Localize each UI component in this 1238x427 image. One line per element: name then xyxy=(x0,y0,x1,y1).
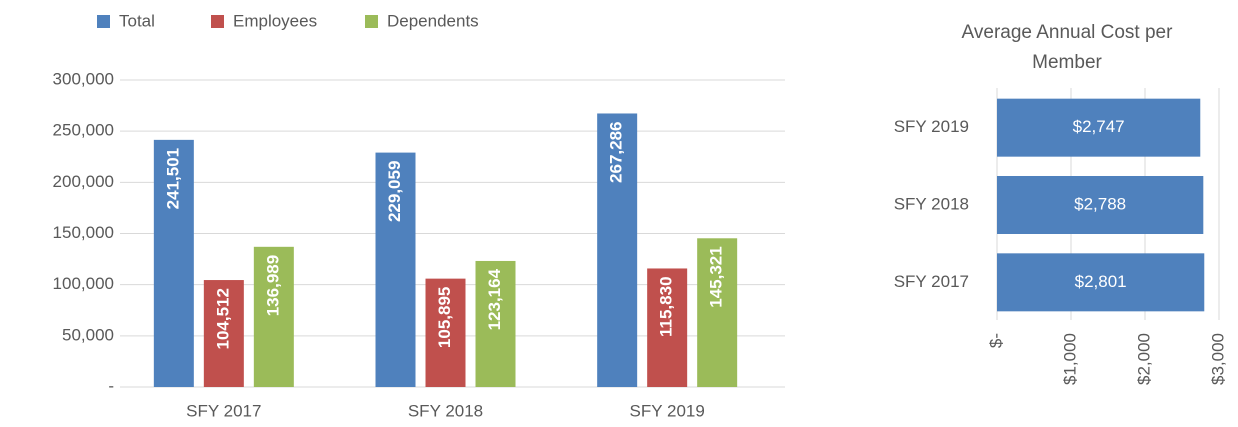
legend-label: Employees xyxy=(233,11,317,30)
bar xyxy=(253,246,294,387)
y-tick-label: SFY 2018 xyxy=(894,194,969,213)
legend-label: Total xyxy=(119,11,155,30)
x-tick-label: SFY 2018 xyxy=(408,401,483,420)
y-tick-label: 50,000 xyxy=(62,325,114,344)
x-tick-label: $1,000 xyxy=(1060,333,1079,385)
y-tick-label: SFY 2019 xyxy=(894,117,969,136)
bar xyxy=(203,280,244,387)
chart-title: Average Annual Cost per Member xyxy=(961,22,1173,73)
legend-swatch xyxy=(365,15,378,28)
bar xyxy=(997,98,1201,157)
bar xyxy=(597,113,638,387)
y-tick-label: 300,000 xyxy=(53,69,114,88)
y-tick-label: 200,000 xyxy=(53,172,114,191)
bar xyxy=(425,278,466,387)
data-label: 123,164 xyxy=(485,268,504,330)
bar xyxy=(153,139,194,387)
x-tick-label: SFY 2019 xyxy=(630,401,705,420)
data-label: $2,788 xyxy=(1074,194,1126,213)
data-label: 145,321 xyxy=(707,246,726,307)
x-tick-label: SFY 2017 xyxy=(186,401,261,420)
y-tick-label: 250,000 xyxy=(53,121,114,140)
x-tick-label: $3,000 xyxy=(1208,333,1227,385)
legend-swatch xyxy=(211,15,224,28)
data-label: 229,059 xyxy=(385,161,404,222)
data-label: $2,801 xyxy=(1075,272,1127,291)
bar xyxy=(375,152,416,387)
x-tick-label: $- xyxy=(986,333,1005,348)
data-label: 241,501 xyxy=(163,148,182,209)
y-tick-label: 100,000 xyxy=(53,274,114,293)
legend-swatch xyxy=(97,15,110,28)
data-label: $2,747 xyxy=(1073,117,1125,136)
legend-label: Dependents xyxy=(387,11,479,30)
bar xyxy=(647,268,688,387)
y-tick-label: - xyxy=(108,376,114,395)
data-label: 104,512 xyxy=(213,288,232,349)
data-label: 267,286 xyxy=(607,121,626,182)
bar xyxy=(997,176,1204,234)
bar xyxy=(997,253,1205,312)
bar xyxy=(475,260,516,387)
y-tick-label: 150,000 xyxy=(53,223,114,242)
data-label: 136,989 xyxy=(263,255,282,316)
data-label: 115,830 xyxy=(657,276,676,337)
data-label: 105,895 xyxy=(435,287,454,348)
x-tick-label: $2,000 xyxy=(1134,333,1153,385)
y-tick-label: SFY 2017 xyxy=(894,272,969,291)
bar xyxy=(697,238,738,387)
